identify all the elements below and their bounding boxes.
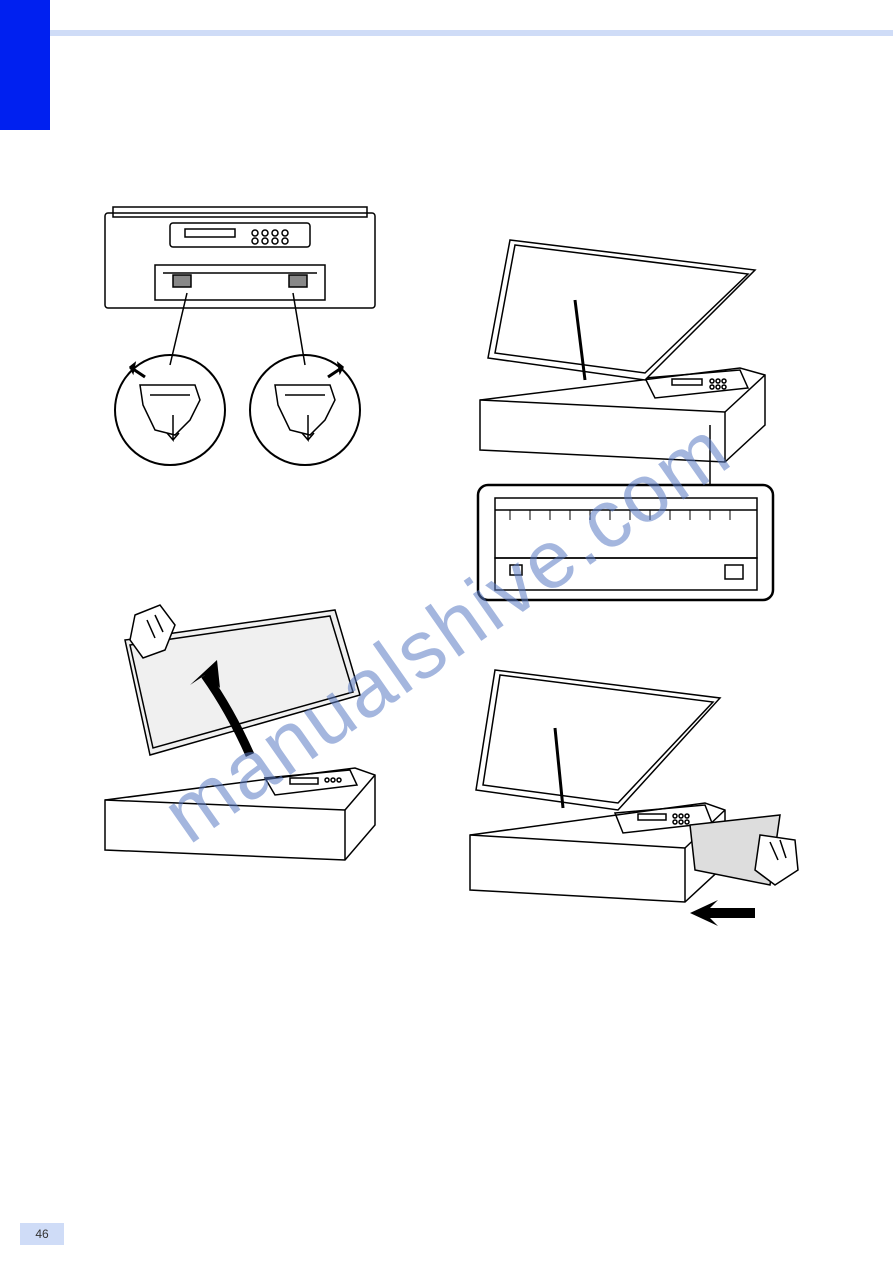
page: manualshive.com 46 (0, 0, 893, 1263)
illustration-lift-cover (95, 600, 385, 880)
chapter-tab (0, 0, 50, 130)
illustration-release-levers (95, 205, 385, 485)
page-number: 46 (20, 1223, 64, 1245)
illustration-insert-paper (460, 660, 800, 940)
illustration-open-with-detail (470, 230, 780, 610)
top-bar (0, 30, 893, 36)
